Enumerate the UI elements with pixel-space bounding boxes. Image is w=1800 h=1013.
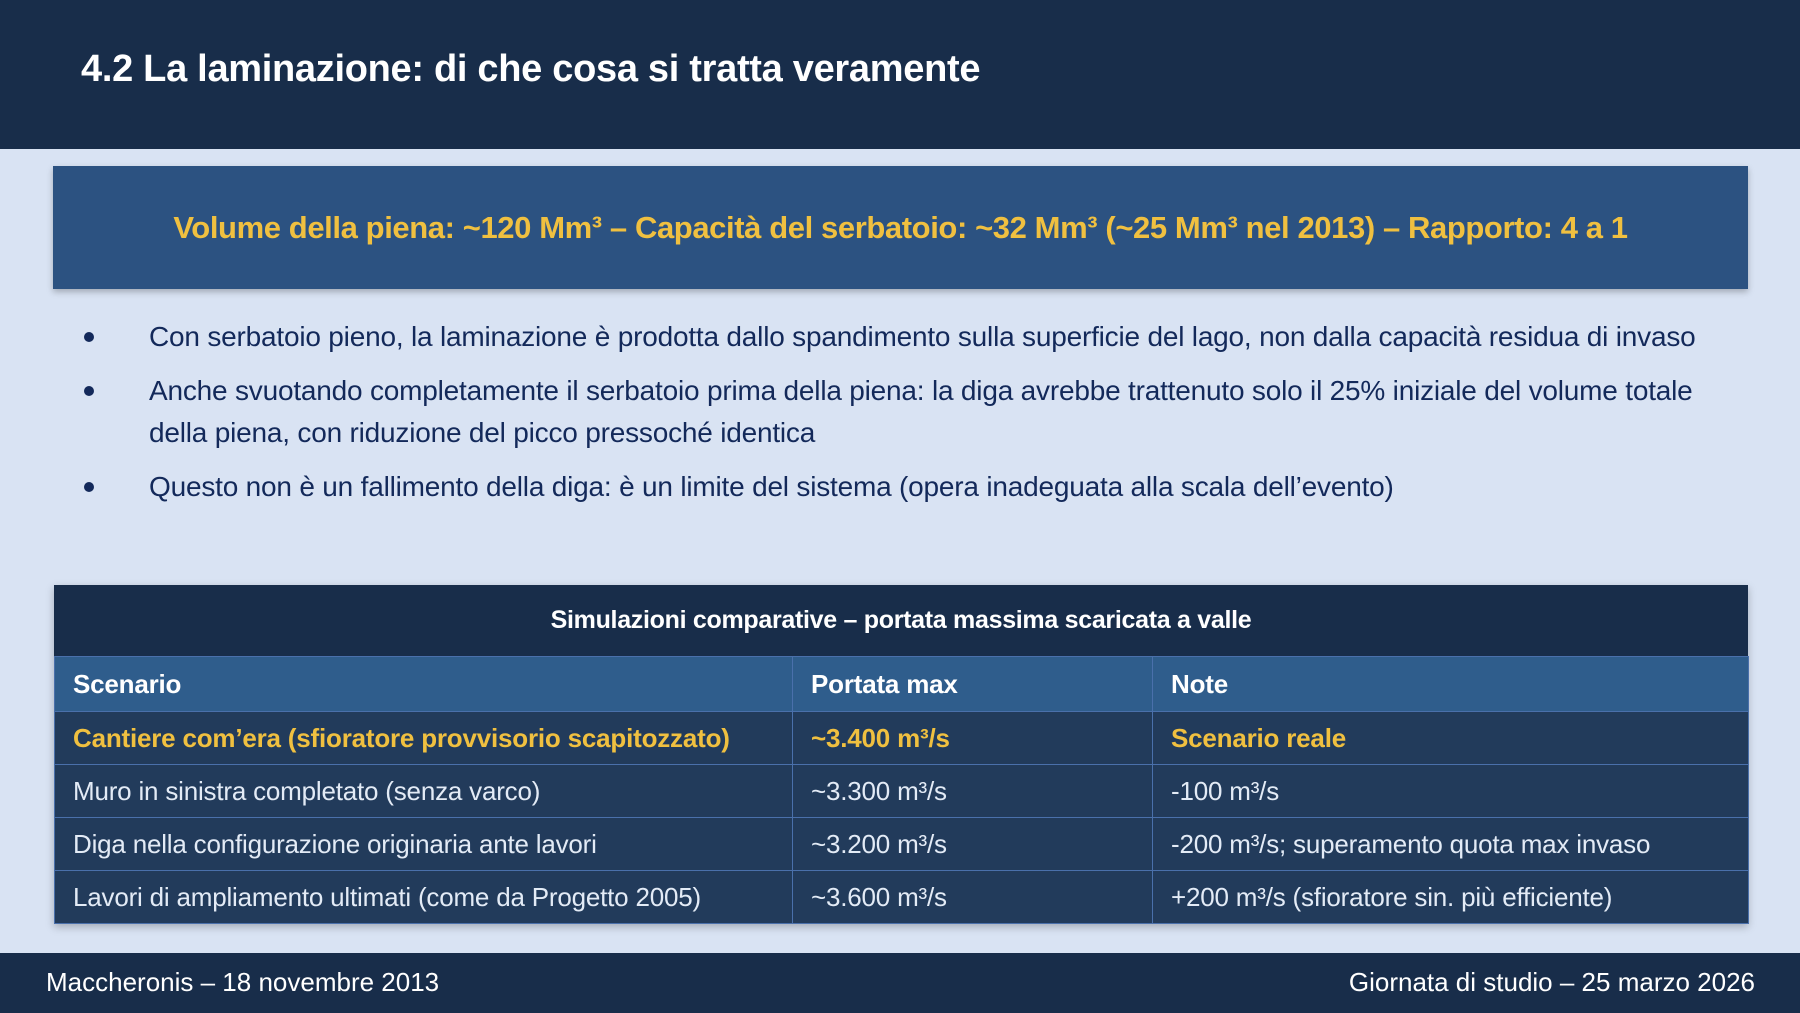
simulation-data-table: Scenario Portata max Note Cantiere com’e… <box>54 656 1749 924</box>
banner-text: Volume della piena: ~120 Mm³ – Capacità … <box>173 209 1628 245</box>
cell-note: Scenario reale <box>1152 711 1749 765</box>
table-row-highlighted: Cantiere com’era (sfioratore provvisorio… <box>54 711 1749 765</box>
bullet-item: Con serbatoio pieno, la laminazione è pr… <box>80 316 1720 358</box>
table-title: Simulazioni comparative – portata massim… <box>54 585 1748 656</box>
footer-event-label: Maccheronis – 18 novembre 2013 <box>46 967 440 997</box>
table-row: Lavori di ampliamento ultimati (come da … <box>54 870 1749 924</box>
bullet-dot-icon <box>84 386 94 396</box>
bullet-list: Con serbatoio pieno, la laminazione è pr… <box>80 316 1720 520</box>
column-header-scenario: Scenario <box>54 656 793 712</box>
slide-footer: Maccheronis – 18 novembre 2013 Giornata … <box>0 953 1800 1013</box>
table-header-row: Scenario Portata max Note <box>54 656 1749 712</box>
table-row: Diga nella configurazione originaria ant… <box>54 817 1749 871</box>
cell-scenario: Cantiere com’era (sfioratore provvisorio… <box>54 711 793 765</box>
cell-note: -100 m³/s <box>1152 764 1749 818</box>
cell-scenario: Muro in sinistra completato (senza varco… <box>54 764 793 818</box>
slide-title: 4.2 La laminazione: di che cosa si tratt… <box>81 48 981 90</box>
simulation-table: Simulazioni comparative – portata massim… <box>54 585 1749 924</box>
cell-portata: ~3.400 m³/s <box>792 711 1153 765</box>
footer-study-day-label: Giornata di studio – 25 marzo 2026 <box>1348 967 1755 997</box>
bullet-dot-icon <box>84 482 94 492</box>
bullet-item: Anche svuotando completamente il serbato… <box>80 370 1720 454</box>
slide-header: 4.2 La laminazione: di che cosa si tratt… <box>0 0 1800 149</box>
bullet-dot-icon <box>84 332 94 342</box>
cell-portata: ~3.300 m³/s <box>792 764 1153 818</box>
bullet-text: Con serbatoio pieno, la laminazione è pr… <box>149 321 1696 352</box>
column-header-note: Note <box>1152 656 1749 712</box>
cell-scenario: Lavori di ampliamento ultimati (come da … <box>54 870 793 924</box>
cell-portata: ~3.600 m³/s <box>792 870 1153 924</box>
column-header-portata: Portata max <box>792 656 1153 712</box>
bullet-item: Questo non è un fallimento della diga: è… <box>80 466 1720 508</box>
cell-note: +200 m³/s (sfioratore sin. più efficient… <box>1152 870 1749 924</box>
bullet-text: Questo non è un fallimento della diga: è… <box>149 471 1394 502</box>
cell-scenario: Diga nella configurazione originaria ant… <box>54 817 793 871</box>
bullet-text: Anche svuotando completamente il serbato… <box>149 375 1693 448</box>
cell-note: -200 m³/s; superamento quota max invaso <box>1152 817 1749 871</box>
cell-portata: ~3.200 m³/s <box>792 817 1153 871</box>
key-figures-banner: Volume della piena: ~120 Mm³ – Capacità … <box>53 166 1748 289</box>
table-row: Muro in sinistra completato (senza varco… <box>54 764 1749 818</box>
